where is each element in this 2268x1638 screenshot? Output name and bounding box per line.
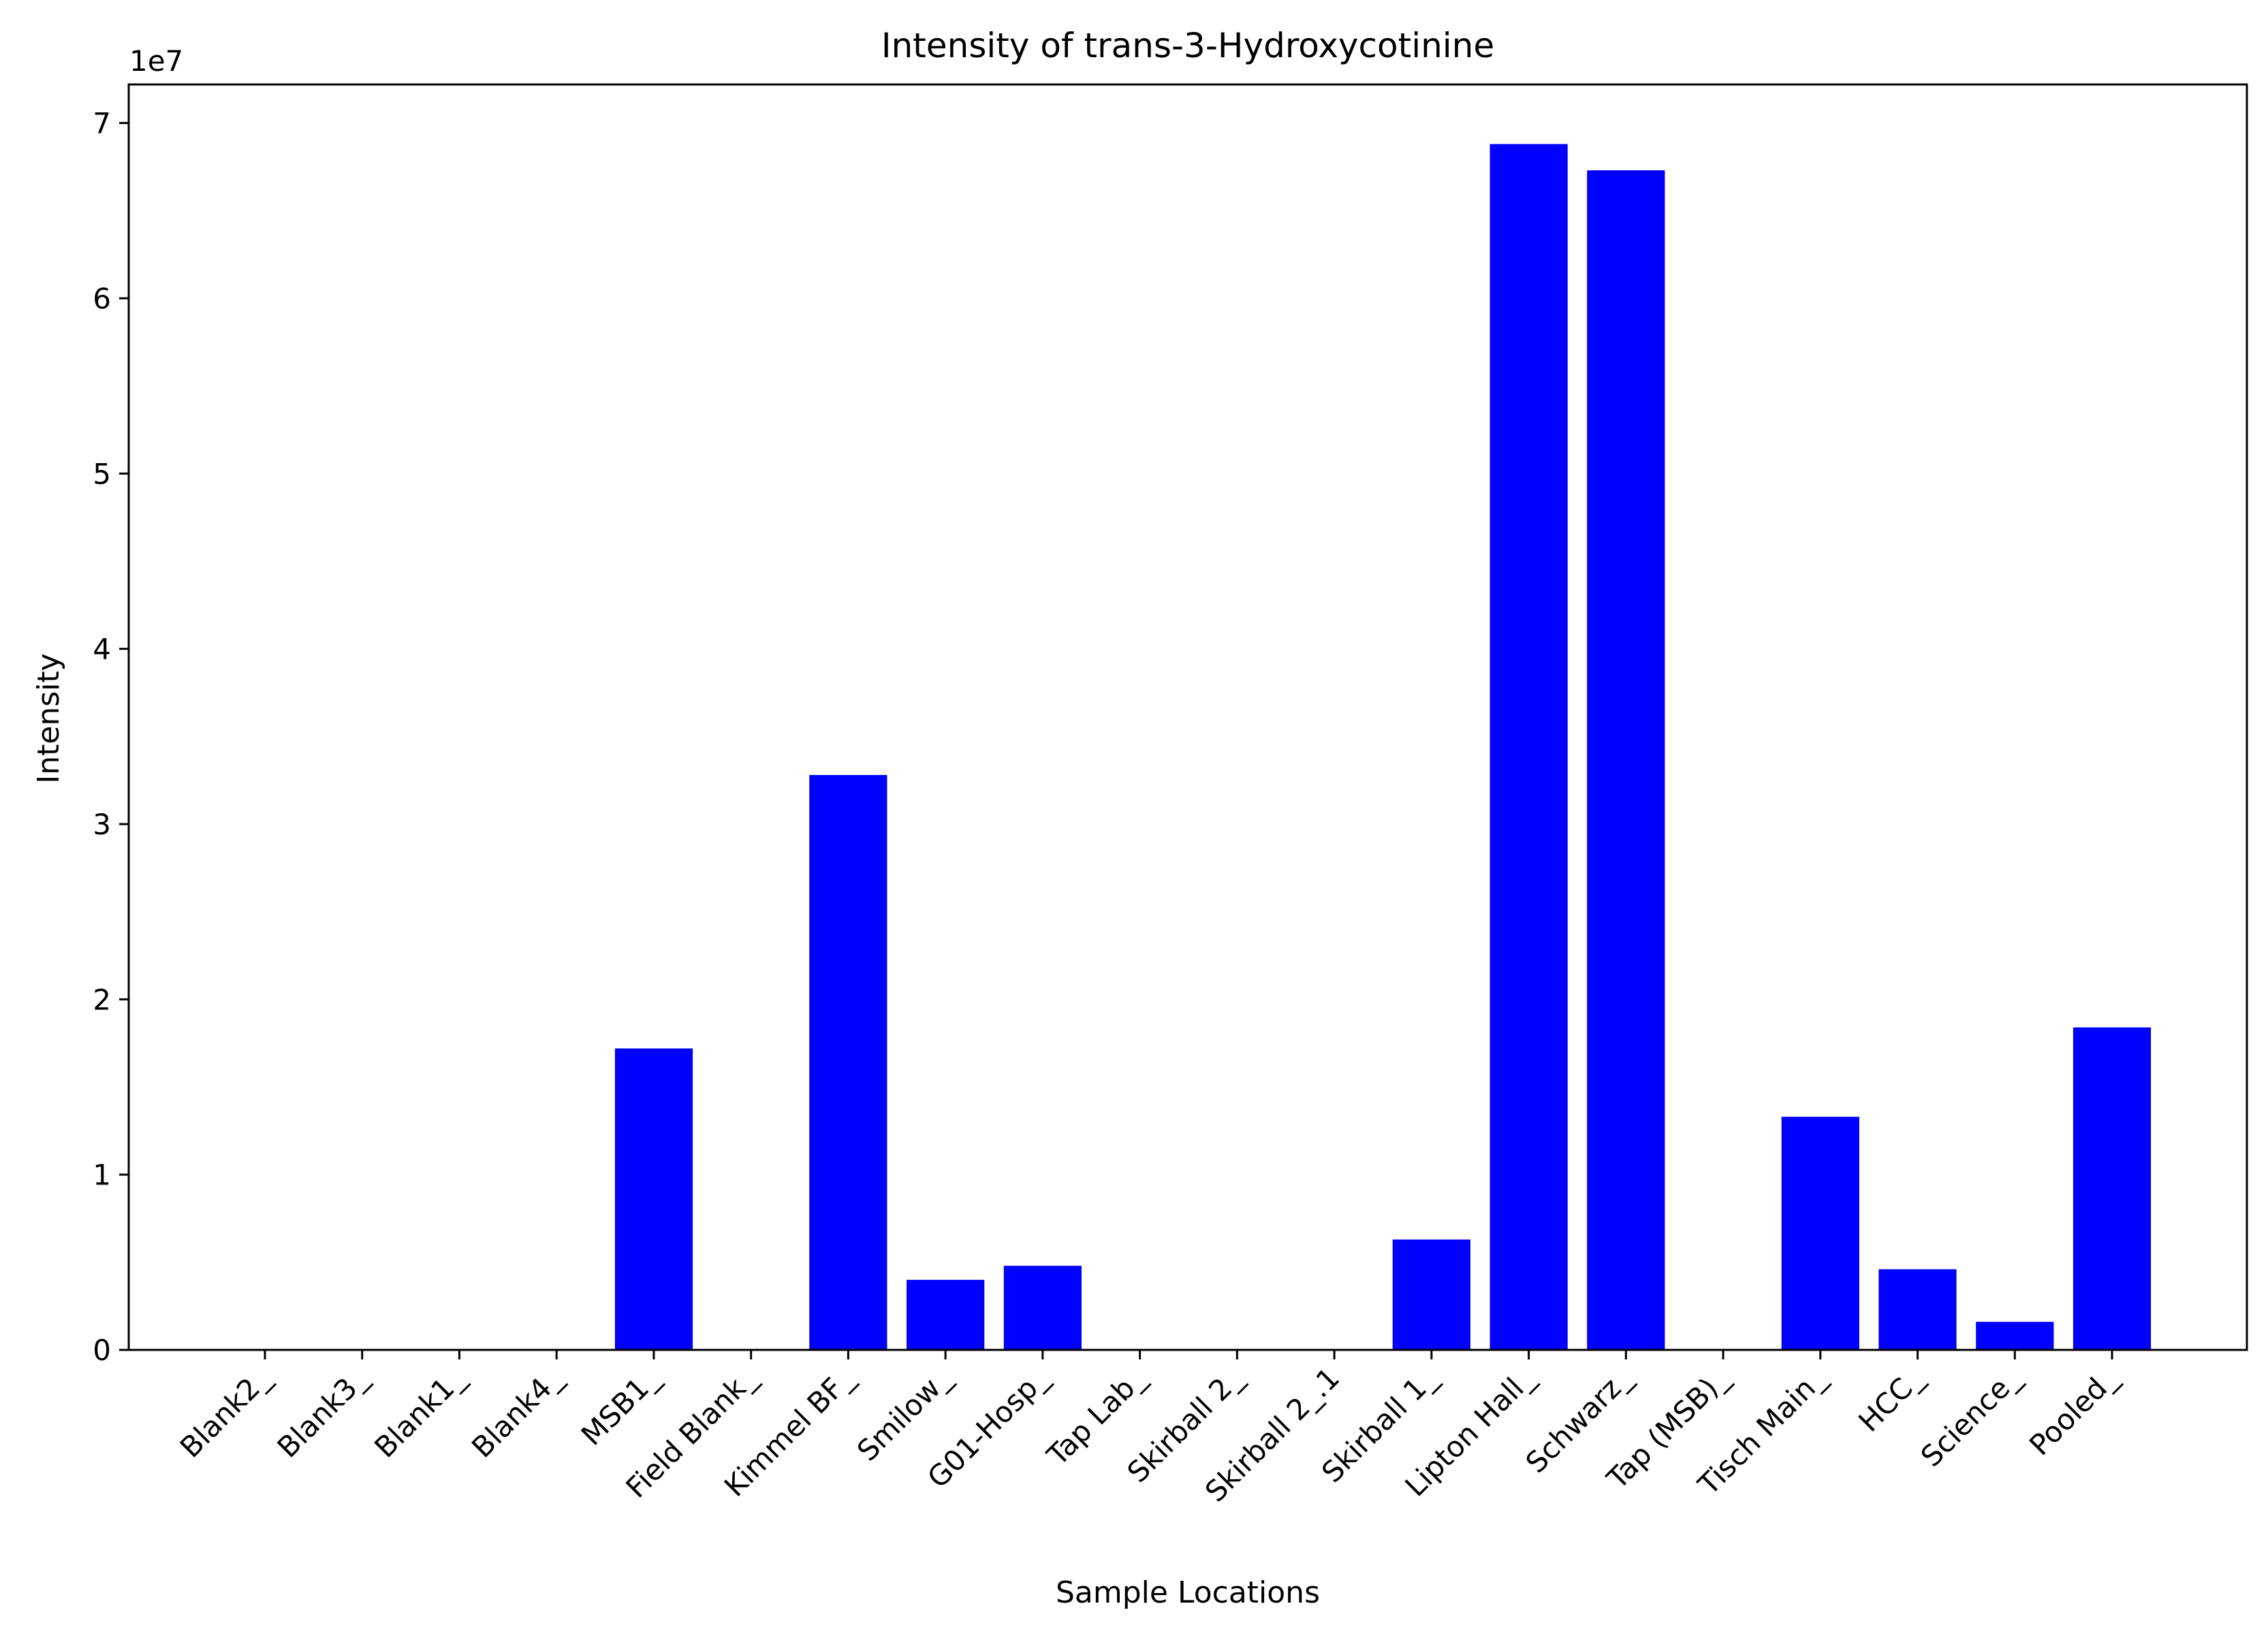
bar-14: [1587, 170, 1665, 1351]
bar-12: [1392, 1239, 1470, 1350]
bar-16: [1781, 1116, 1859, 1350]
bar-8: [1003, 1265, 1082, 1350]
y-tick-label: 4: [93, 633, 111, 666]
x-tick-label: Blank4_: [465, 1361, 569, 1464]
plot-frame: [127, 83, 2248, 1351]
y-tick-label: 7: [93, 107, 111, 140]
bar-4: [614, 1048, 693, 1350]
x-axis: Blank2_Blank3_Blank1_Blank4_ MSB1_Field B…: [174, 1350, 2124, 1509]
x-tick-label: Blank1_: [368, 1361, 471, 1464]
bar-17: [1878, 1269, 1957, 1350]
bar-19: [2073, 1027, 2152, 1350]
bar-13: [1490, 144, 1568, 1350]
x-tick-label: MSB1_: [575, 1361, 666, 1452]
bars-group: [614, 144, 2152, 1351]
bar-6: [809, 774, 887, 1350]
y-offset-label: 1e7: [129, 44, 183, 78]
x-tick-label: HCC_: [1852, 1361, 1930, 1438]
x-tick-label: Blank3_: [271, 1361, 375, 1464]
y-tick-label: 0: [93, 1334, 111, 1367]
y-tick-label: 2: [93, 983, 111, 1016]
x-tick-label: Science_: [1915, 1361, 2027, 1473]
bar-7: [907, 1280, 985, 1350]
y-axis: 0 1 2 3 4 5 6 7: [93, 107, 129, 1367]
chart-title: Intensity of trans-3-Hydroxycotinine: [881, 26, 1494, 65]
y-tick-label: 3: [93, 808, 111, 841]
y-tick-label: 6: [93, 282, 111, 315]
x-tick-label: Blank2_: [174, 1361, 277, 1464]
x-axis-label: Sample Locations: [1056, 1575, 1320, 1610]
y-axis-label: Intensity: [31, 653, 66, 784]
bar-18: [1976, 1321, 2054, 1350]
y-tick-label: 1: [93, 1159, 111, 1192]
y-tick-label: 5: [93, 457, 111, 490]
x-tick-label: Pooled_: [2023, 1361, 2124, 1462]
